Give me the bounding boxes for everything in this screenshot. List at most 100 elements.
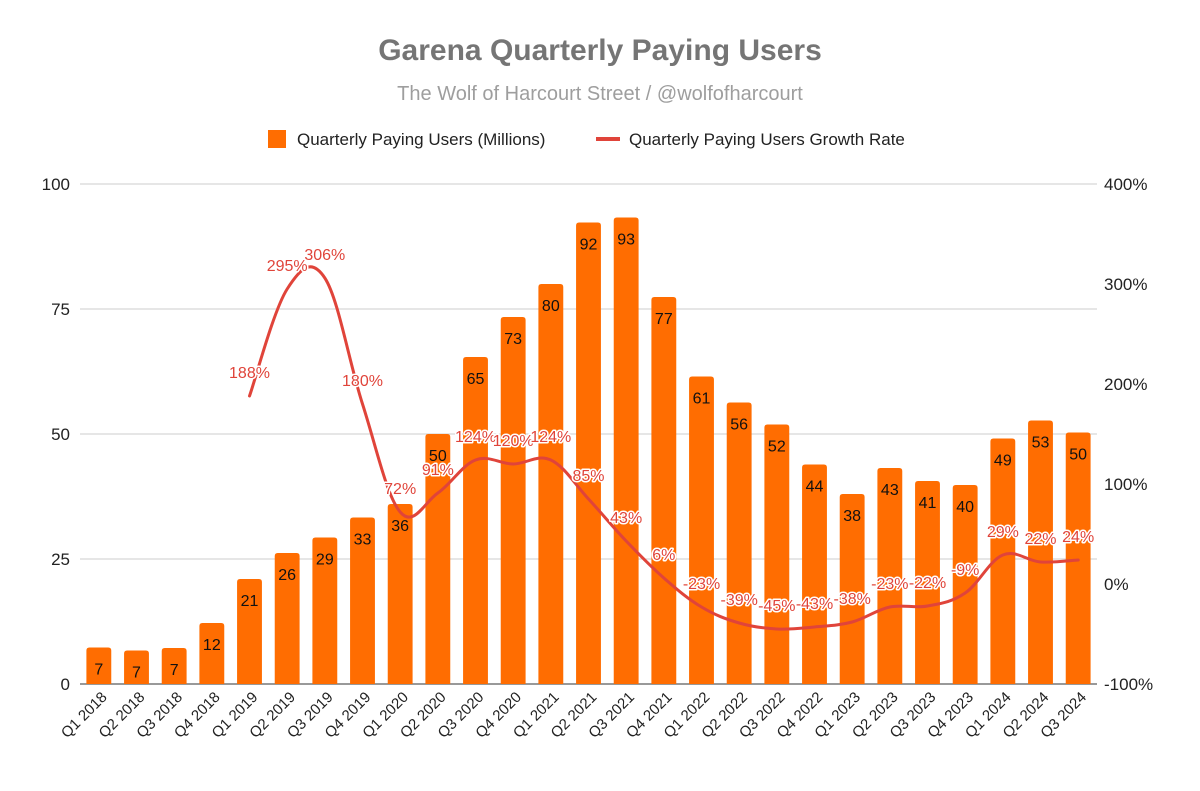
bar	[274, 553, 300, 684]
bar-value-label: 7	[132, 665, 141, 682]
bar	[764, 424, 790, 684]
bar	[651, 297, 677, 684]
bar	[990, 438, 1016, 684]
bar-value-label: 92	[580, 237, 598, 254]
y-right-tick-label: 100%	[1104, 475, 1147, 494]
growth-rate-label: -22%	[909, 575, 946, 592]
bar-value-label: 26	[278, 567, 296, 584]
growth-rate-label: 22%	[1024, 531, 1056, 548]
bar-value-label: 12	[203, 637, 221, 654]
bar-value-label: 80	[542, 298, 560, 315]
y-axis-right: -100% 0% 100% 200% 300% 400%	[1104, 175, 1153, 694]
growth-rate-label: 24%	[1062, 529, 1094, 546]
bar-value-label: 73	[504, 331, 522, 348]
bar-value-label: 36	[391, 518, 409, 535]
y-left-tick-label: 0	[61, 675, 70, 694]
y-right-tick-label: 400%	[1104, 175, 1147, 194]
bar-value-label: 21	[241, 593, 259, 610]
bar	[576, 222, 601, 684]
bar	[161, 648, 187, 684]
growth-rate-label: 124%	[455, 429, 496, 446]
bar	[1065, 432, 1091, 684]
bar-value-label: 33	[354, 532, 372, 549]
growth-rate-label: 6%	[652, 547, 675, 564]
y-right-tick-label: 300%	[1104, 275, 1147, 294]
bar-value-label: 38	[843, 508, 861, 525]
growth-rate-label: -43%	[796, 596, 833, 613]
growth-rate-label: 72%	[384, 481, 416, 498]
bar-value-label: 49	[994, 453, 1012, 470]
growth-rate-label: 180%	[342, 373, 383, 390]
y-left-tick-label: 50	[51, 425, 70, 444]
bar-value-label: 61	[693, 391, 711, 408]
bar	[877, 468, 903, 684]
legend-line-label: Quarterly Paying Users Growth Rate	[629, 130, 905, 149]
growth-rate-label: 306%	[304, 247, 345, 264]
legend-bar-label: Quarterly Paying Users (Millions)	[297, 130, 545, 149]
bar-value-label: 93	[617, 232, 635, 249]
bar	[538, 284, 564, 684]
bar	[199, 623, 225, 684]
legend: Quarterly Paying Users (Millions) Quarte…	[268, 130, 905, 149]
bar	[124, 650, 149, 684]
bar-value-label: 52	[768, 439, 786, 456]
legend-bar-swatch	[268, 130, 286, 148]
growth-rate-label: -23%	[683, 576, 720, 593]
growth-rate-label: 124%	[530, 429, 571, 446]
growth-rate-label: 188%	[229, 365, 270, 382]
legend-line-swatch	[596, 137, 620, 141]
growth-rate-label: -38%	[833, 591, 870, 608]
growth-rate-label: -39%	[720, 592, 757, 609]
bar	[312, 537, 338, 684]
growth-rate-label: 85%	[572, 468, 604, 485]
bar	[237, 579, 262, 684]
y-left-tick-label: 100	[42, 175, 70, 194]
bar-value-label: 50	[1069, 447, 1087, 464]
bar	[915, 481, 940, 684]
growth-rate-line	[248, 265, 1080, 631]
growth-rate-label: 91%	[422, 462, 454, 479]
chart-subtitle: The Wolf of Harcourt Street / @wolfofhar…	[397, 83, 803, 105]
bar-value-label: 65	[467, 371, 485, 388]
bar	[1028, 420, 1053, 684]
bar-value-label: 56	[730, 417, 748, 434]
bar-value-label: 29	[316, 552, 334, 569]
bar-value-label: 50	[429, 448, 447, 465]
growth-rate-label: 295%	[267, 258, 308, 275]
y-axis-left: 0 25 50 75 100	[42, 175, 70, 694]
growth-rate-label: 29%	[987, 524, 1019, 541]
bar	[387, 504, 413, 684]
bar-value-label: 53	[1032, 435, 1050, 452]
growth-rate-label: -23%	[871, 576, 908, 593]
y-right-tick-label: 0%	[1104, 575, 1129, 594]
bar	[613, 217, 639, 684]
bar	[689, 376, 714, 684]
bar-value-label: 41	[919, 495, 937, 512]
bar-value-label: 44	[806, 479, 824, 496]
growth-rate-label: 43%	[610, 510, 642, 527]
bar	[500, 317, 526, 684]
bar-series	[86, 217, 1091, 684]
bar-value-label: 77	[655, 311, 673, 328]
y-left-tick-label: 75	[51, 300, 70, 319]
bar	[463, 357, 488, 684]
bar	[726, 402, 752, 684]
growth-rate-label: -9%	[951, 562, 979, 579]
bar	[86, 647, 112, 684]
growth-rate-labels: 188%295%306%180%72%91%124%120%124%85%43%…	[228, 246, 1096, 617]
bar	[350, 517, 375, 684]
bar-value-label: 43	[881, 482, 899, 499]
bar-value-label: 7	[94, 662, 103, 679]
y-right-tick-label: -100%	[1104, 675, 1153, 694]
growth-rate-series	[248, 265, 1080, 631]
growth-rate-label: -45%	[758, 598, 795, 615]
bar-value-label: 40	[956, 499, 974, 516]
bar	[802, 464, 827, 684]
growth-rate-label: 120%	[493, 433, 534, 450]
chart-title: Garena Quarterly Paying Users	[378, 34, 822, 67]
bar-value-label: 7	[170, 662, 179, 679]
